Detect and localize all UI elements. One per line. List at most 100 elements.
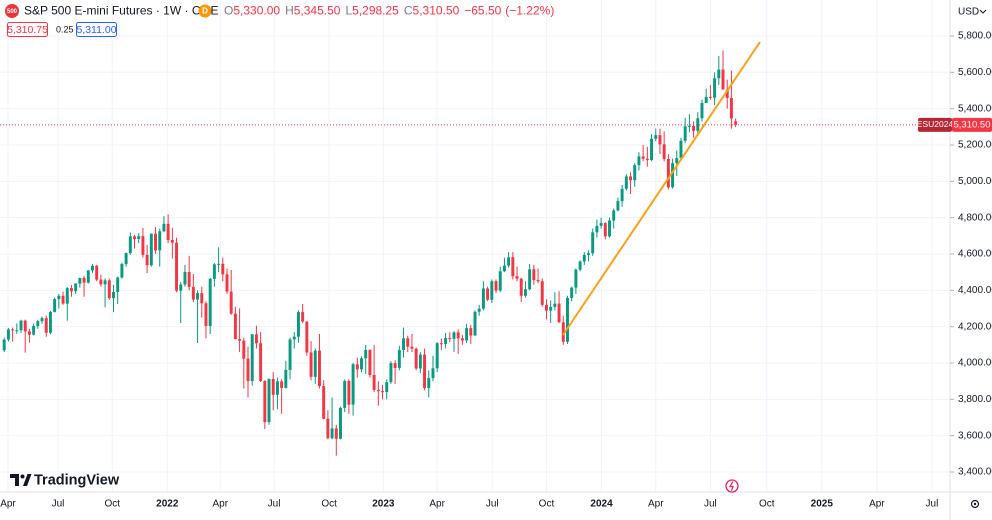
candle-body (603, 223, 607, 237)
candle-body (469, 328, 473, 336)
candle-body (595, 225, 599, 233)
candle-body (61, 295, 65, 304)
candle-body (376, 389, 380, 392)
candle-body (679, 140, 683, 159)
candle-body (166, 223, 170, 241)
candle-body (553, 303, 557, 307)
candle-body (717, 69, 721, 79)
badge[interactable] (198, 4, 212, 18)
candle-body (729, 97, 733, 119)
candle-body (225, 274, 229, 292)
candle-body (107, 280, 111, 299)
candle-body (246, 358, 250, 381)
x-tick-label: Apr (0, 499, 16, 510)
candle-body (196, 293, 200, 300)
symbol-icon[interactable] (5, 4, 19, 18)
candle-body (288, 339, 292, 370)
candle-body (271, 378, 275, 395)
candle-body (179, 284, 183, 291)
candle-body (671, 163, 675, 188)
candle-body (704, 96, 708, 104)
candle-body (296, 312, 300, 337)
candle-body (423, 354, 427, 389)
candle-body (587, 253, 590, 255)
candle-body (204, 303, 208, 326)
candle-body (301, 312, 305, 322)
candle-body (444, 337, 448, 344)
x-tick-label: Jul (926, 499, 939, 510)
candle-body (612, 210, 616, 221)
x-tick-label: Oct (759, 499, 775, 510)
candle-body (364, 349, 368, 359)
trend-line[interactable] (562, 41, 761, 336)
candle-body (309, 352, 313, 377)
candle-body (700, 103, 704, 119)
high-value: 5,345.50 (294, 4, 341, 18)
y-tick-label: 4,800.00 (958, 212, 992, 223)
settings-icon-center (973, 502, 977, 506)
badge-text: D (202, 7, 208, 16)
x-tick-label: Apr (429, 499, 445, 510)
candle-body (238, 339, 242, 341)
candle-body (683, 126, 687, 141)
candle-body (544, 304, 548, 311)
candle-body (414, 348, 418, 369)
candle-body (32, 325, 36, 335)
ask-box[interactable] (76, 22, 117, 37)
logo-slash (23, 474, 32, 486)
symbol-title[interactable]: S&P 500 E-mini Futures · 1W · CME (24, 4, 219, 18)
x-tick-label: Oct (321, 499, 337, 510)
candle-body (557, 303, 561, 323)
candle-body (645, 158, 649, 161)
candle-body (44, 318, 48, 333)
candle-body (490, 281, 494, 300)
candle-body (713, 78, 717, 98)
candle-body (486, 288, 490, 300)
candle-body (666, 158, 670, 188)
candle-body (313, 350, 317, 377)
candle-body (393, 363, 397, 368)
candle-body (6, 329, 10, 340)
candle-body (540, 281, 544, 305)
candle-body (23, 320, 27, 332)
settings-icon[interactable] (970, 499, 980, 509)
y-tick-label: 4,000.00 (958, 358, 992, 369)
x-tick-label: 2022 (156, 499, 179, 510)
candle-body (662, 144, 666, 159)
candle-body (141, 236, 145, 255)
candle-body (221, 263, 225, 275)
change-value: −65.50 (464, 4, 501, 18)
event-icon[interactable] (725, 479, 739, 493)
candle-body (91, 265, 94, 271)
y-tick-label: 5,200.00 (958, 140, 992, 151)
candle-body (36, 321, 40, 326)
candle-body (687, 125, 691, 127)
candle-body (326, 418, 330, 439)
ohlc-legend: O5,330.00 H5,345.50 L5,298.25 C5,310.50 −65.… (224, 4, 554, 18)
candle-body (406, 338, 410, 347)
candle-body (435, 343, 439, 369)
candle-body (242, 340, 246, 359)
high-prefix: H (285, 4, 294, 18)
x-tick-label: 2024 (590, 499, 613, 510)
candle-body (599, 223, 603, 226)
candle-body (696, 118, 700, 131)
axes: 3,400.00 3,600.00 3,800.00 4,000.00 4,200.00… (0, 31, 992, 510)
currency[interactable]: USD (958, 7, 979, 18)
bid-box[interactable] (7, 22, 48, 37)
candle-body (116, 277, 120, 292)
candle-body (624, 176, 628, 189)
candles (2, 50, 738, 456)
candle-body (389, 363, 393, 383)
candle-body (78, 277, 82, 284)
candle-body (566, 297, 569, 342)
candle-body (519, 278, 523, 296)
candle-body (69, 288, 73, 292)
candle-body (523, 289, 527, 296)
x-tick-label: Jul (268, 499, 281, 510)
candle-body (254, 334, 258, 344)
candle-body (74, 283, 78, 292)
symbol-icon-text: 500 (7, 9, 18, 15)
